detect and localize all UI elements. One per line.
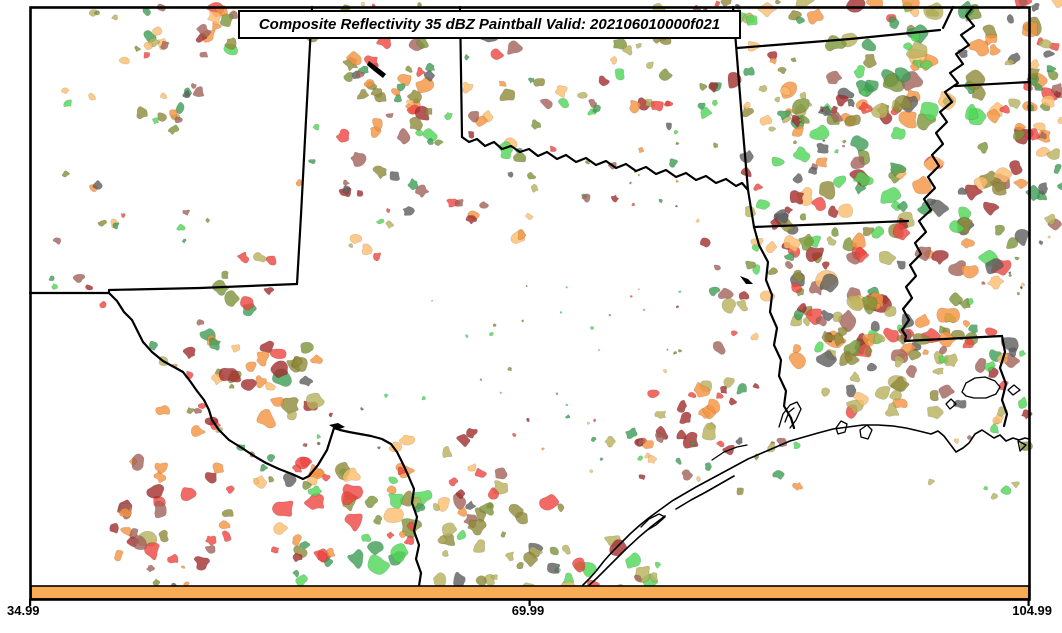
colorbar-tick-left: [29, 599, 32, 606]
colorbar-label-right: 104.99: [1012, 603, 1052, 618]
colorbar-tick-right: [1027, 599, 1030, 606]
colorbar-label-left: 34.99: [7, 603, 40, 618]
colorbar-label-center: 69.99: [511, 603, 545, 618]
map-frame: [29, 6, 1031, 601]
colorbar: [30, 585, 1030, 600]
state-borders-layer: [28, 5, 1032, 596]
title-box: Composite Reflectivity 35 dBZ Paintball …: [238, 10, 741, 39]
colorbar-ticks: [29, 599, 1030, 606]
colorbar-tick-center: [528, 599, 531, 606]
map-title: Composite Reflectivity 35 dBZ Paintball …: [258, 16, 721, 33]
